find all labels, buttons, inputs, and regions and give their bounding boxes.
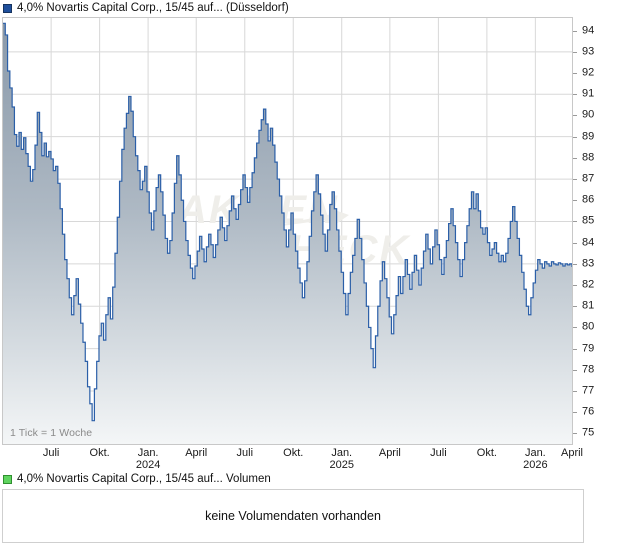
- price-legend-label: 4,0% Novartis Capital Corp., 15/45 auf..…: [17, 1, 289, 14]
- y-axis-tick: [573, 115, 577, 117]
- y-axis-tick: [573, 433, 577, 435]
- y-axis: 94 93 92 91 90 89 88 87 86 85 84 83 82 81 80 79 78 77 76 75: [573, 17, 619, 445]
- price-plot-svg: AKTIEN CHECK: [3, 18, 572, 444]
- price-line: [3, 22, 572, 422]
- x-axis-label: April: [378, 447, 401, 459]
- y-axis-label: 81: [582, 299, 595, 312]
- y-axis-label: 93: [582, 45, 595, 58]
- y-axis-tick: [573, 391, 577, 392]
- price-chart-block: AKTIEN CHECK 1 Tick = 1 Woche 94 93 92 91 90…: [1, 17, 619, 471]
- volume-panel: keine Volumendaten vorhanden: [2, 489, 584, 543]
- y-axis-tick: [573, 242, 577, 244]
- y-axis-tick: [573, 327, 577, 329]
- y-axis-label: 84: [582, 236, 595, 249]
- y-axis-tick: [573, 157, 577, 159]
- y-axis-tick: [573, 369, 577, 371]
- x-axis-year: 2026: [523, 458, 548, 471]
- y-axis-label: 78: [582, 363, 595, 376]
- y-axis-tick: [573, 348, 577, 350]
- price-legend-swatch-icon: [3, 4, 12, 13]
- tick-interval-note: 1 Tick = 1 Woche: [10, 427, 93, 439]
- y-axis-label: 92: [582, 66, 595, 79]
- price-legend[interactable]: 4,0% Novartis Capital Corp., 15/45 auf..…: [0, 0, 620, 17]
- volume-legend[interactable]: 4,0% Novartis Capital Corp., 15/45 auf..…: [0, 471, 620, 488]
- y-axis-tick: [573, 73, 577, 75]
- x-axis-label: Okt.: [89, 447, 110, 459]
- y-axis-label: 89: [582, 130, 595, 143]
- y-axis-tick: [573, 30, 577, 32]
- y-axis-label: 83: [582, 257, 595, 270]
- y-axis-label: 79: [582, 342, 595, 355]
- y-axis-tick: [573, 179, 577, 181]
- x-axis-label: April: [185, 447, 208, 459]
- y-axis-label: 77: [582, 384, 595, 397]
- x-axis-label: Jan. 2025: [329, 447, 354, 471]
- price-area-fill: [3, 23, 572, 444]
- x-axis-label: Jan. 2024: [135, 447, 161, 471]
- y-axis-label: 88: [582, 151, 595, 164]
- x-axis-label: Juli: [42, 447, 60, 459]
- x-axis: Juli Okt. Jan. 2024 April Juli Okt. Jan. 2025 Apr…: [2, 446, 583, 471]
- y-axis-label: 75: [582, 426, 595, 439]
- y-axis-label: 90: [582, 108, 595, 121]
- y-axis-label: 85: [582, 214, 595, 227]
- volume-empty-message: keine Volumendaten vorhanden: [205, 509, 381, 523]
- y-axis-label: 91: [582, 87, 595, 100]
- volume-legend-label: 4,0% Novartis Capital Corp., 15/45 auf..…: [17, 472, 271, 485]
- y-axis-label: 76: [582, 405, 595, 418]
- y-axis-tick: [573, 306, 577, 308]
- x-axis-label: April: [560, 447, 584, 459]
- y-axis-tick: [573, 136, 577, 138]
- y-axis-label: 94: [582, 24, 595, 37]
- x-axis-label: Juli: [430, 447, 447, 459]
- x-axis-year: 2025: [329, 458, 354, 471]
- y-axis-tick: [573, 221, 577, 223]
- price-plot-area[interactable]: AKTIEN CHECK 1 Tick = 1 Woche: [2, 17, 573, 445]
- y-axis-tick: [573, 200, 577, 202]
- y-axis-tick: [573, 412, 577, 414]
- x-axis-label: Okt.: [476, 447, 497, 459]
- y-axis-label: 87: [582, 172, 595, 185]
- y-axis-label: 80: [582, 320, 595, 333]
- y-axis-tick: [573, 94, 577, 96]
- y-axis-label: 82: [582, 278, 595, 291]
- y-axis-label: 86: [582, 193, 595, 206]
- y-axis-tick: [573, 285, 577, 287]
- x-axis-label: Okt.: [283, 447, 304, 459]
- x-axis-year: 2024: [135, 458, 161, 471]
- y-axis-tick: [573, 263, 577, 265]
- x-axis-label: Jan. 2026: [523, 447, 548, 471]
- x-axis-label: Juli: [236, 447, 254, 459]
- volume-legend-swatch-icon: [3, 475, 12, 484]
- y-axis-tick: [573, 51, 577, 53]
